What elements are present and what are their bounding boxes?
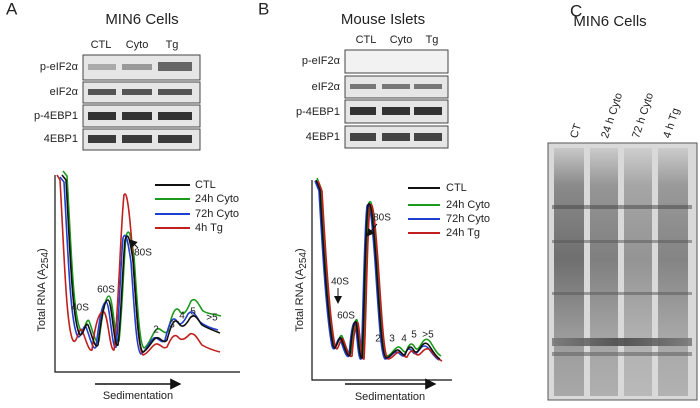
- blot-label: p-4EBP1: [34, 110, 78, 122]
- blot-label: p-eIF2α: [40, 61, 79, 73]
- y-label-subscript: 254: [40, 252, 51, 269]
- legend-label: 24h Cyto: [195, 193, 239, 205]
- peak-label: 5: [190, 307, 196, 318]
- legend-label: 24h Cyto: [446, 199, 490, 211]
- panel-title: Mouse Islets: [341, 11, 425, 28]
- blot-label: eIF2α: [312, 81, 341, 93]
- blot-label: p-4EBP1: [296, 106, 340, 118]
- peak-label: 4: [401, 334, 407, 345]
- peak-label: >5: [206, 313, 218, 324]
- lane-label: Cyto: [390, 34, 413, 46]
- y-axis-label: Total RNA (A254): [294, 248, 309, 331]
- lane-label: 24 h Cyto: [599, 91, 625, 139]
- y-label-text: ): [36, 248, 48, 252]
- legend-label: CTL: [195, 179, 216, 191]
- legend-label: 72h Cyto: [195, 208, 239, 220]
- peak-label: 40S: [331, 277, 349, 288]
- lane-label: 4 h Tg: [661, 107, 682, 140]
- peak-arrow: [129, 239, 139, 249]
- peak-label: 80S: [134, 248, 152, 259]
- y-label-text: ): [294, 248, 306, 252]
- peak-label: 4: [179, 311, 185, 322]
- lane-label: Cyto: [126, 39, 149, 51]
- legend-label: CTL: [446, 182, 467, 194]
- peak-label: >5: [422, 330, 434, 341]
- peak-label: 40S: [71, 303, 89, 314]
- lane-label: Tg: [166, 39, 179, 51]
- axis: [311, 180, 452, 381]
- y-axis-label: Total RNA (A254): [36, 248, 51, 331]
- lane-label: 72 h Cyto: [630, 91, 656, 139]
- peak-label: 60S: [337, 311, 355, 322]
- profile-curves: [314, 177, 443, 362]
- legend-label: 24h Tg: [446, 227, 480, 239]
- peak-arrow: [366, 223, 378, 237]
- y-label-text: Total RNA (A: [294, 268, 306, 332]
- panel-title: MIN6 Cells: [105, 11, 178, 28]
- legend-label: 4h Tg: [195, 222, 223, 234]
- x-axis-label: Sedimentation: [355, 391, 425, 403]
- blot: [344, 49, 449, 149]
- legend-label: 72h Cyto: [446, 213, 490, 225]
- panel-title: MIN6 Cells: [573, 13, 646, 30]
- blot-label: eIF2α: [50, 86, 79, 98]
- blot-label: 4EBP1: [306, 131, 340, 143]
- peak-label: 5: [411, 330, 417, 341]
- peak-label: 3: [169, 320, 175, 331]
- gel: [547, 142, 698, 401]
- panel-letter: B: [258, 0, 269, 18]
- peak-label: 2: [153, 325, 159, 336]
- blot-label: p-eIF2α: [302, 55, 341, 67]
- lane-label: CTL: [356, 34, 377, 46]
- lane-label: CT: [568, 122, 584, 140]
- peak-label: 2: [375, 334, 381, 345]
- blot-label: 4EBP1: [44, 133, 78, 145]
- blot: [82, 54, 201, 151]
- peak-label: 3: [389, 334, 395, 345]
- peak-label: 60S: [97, 285, 115, 296]
- legend: CTL 24h Cyto 72h Cyto 4h Tg: [155, 179, 239, 234]
- x-axis-label: Sedimentation: [103, 390, 173, 402]
- y-label-text: Total RNA (A: [36, 268, 48, 332]
- axis: [54, 175, 240, 373]
- lane-label: Tg: [426, 34, 439, 46]
- y-label-subscript: 254: [298, 252, 309, 269]
- panel-letter: C: [570, 1, 582, 20]
- panel-letter: A: [6, 0, 18, 18]
- peak-label: 80S: [373, 213, 391, 224]
- lane-label: CTL: [91, 39, 112, 51]
- legend: CTL 24h Cyto 72h Cyto 24h Tg: [408, 182, 490, 239]
